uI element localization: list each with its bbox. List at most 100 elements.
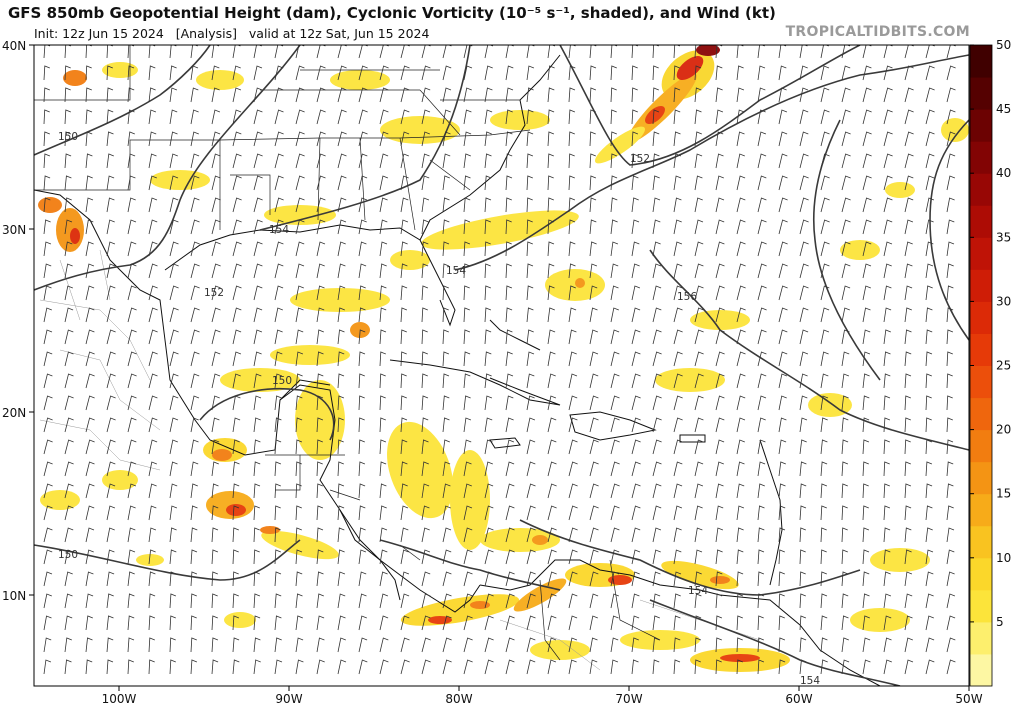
- wind-barb: [589, 241, 597, 257]
- wind-barb: [358, 439, 365, 455]
- colorbar-swatch: [970, 429, 992, 463]
- wind-barb: [463, 571, 473, 587]
- wind-barb: [211, 109, 221, 125]
- wind-barb: [925, 439, 932, 455]
- wind-barb: [946, 571, 955, 587]
- wind-barb: [316, 571, 324, 587]
- wind-barb: [505, 153, 513, 169]
- wind-barb: [190, 87, 199, 103]
- wind-barb: [211, 637, 219, 653]
- wind-barb: [715, 285, 725, 301]
- wind-barb: [757, 153, 767, 169]
- wind-barb: [946, 175, 956, 191]
- wind-barb: [841, 659, 850, 675]
- contour-label: 150: [58, 549, 78, 561]
- wind-barb: [904, 263, 913, 279]
- wind-barb: [442, 417, 450, 433]
- wind-barb: [610, 87, 617, 103]
- wind-barb: [253, 483, 261, 499]
- vort-blob: [102, 470, 138, 490]
- wind-barb: [778, 395, 787, 411]
- wind-barb: [568, 153, 575, 169]
- wind-barb: [43, 637, 52, 653]
- wind-barb: [883, 615, 892, 631]
- wind-barb: [106, 659, 114, 675]
- wind-barb: [295, 263, 305, 279]
- wind-barb: [883, 373, 891, 389]
- wind-barb: [211, 395, 220, 411]
- coastlines: [34, 54, 881, 686]
- wind-barb: [484, 373, 492, 389]
- wind-barb: [904, 483, 912, 499]
- wind-barb: [547, 571, 557, 587]
- wind-barb: [694, 109, 702, 125]
- border-line: [59, 349, 161, 431]
- wind-barb: [169, 87, 178, 103]
- wind-barb: [358, 373, 365, 389]
- wind-barb: [358, 483, 366, 499]
- wind-barb: [484, 351, 492, 367]
- wind-barb: [526, 571, 536, 587]
- wind-barb: [148, 263, 158, 279]
- wind-barb: [757, 527, 765, 543]
- wind-barb: [316, 373, 324, 389]
- wind-barb: [904, 395, 911, 411]
- wind-barb: [883, 461, 890, 477]
- wind-barb: [274, 637, 282, 653]
- wind-barb: [505, 65, 514, 81]
- wind-barb: [148, 241, 158, 257]
- wind-barb: [64, 395, 74, 411]
- wind-barb: [778, 549, 785, 565]
- colorbar-tick-label: 45: [996, 102, 1011, 116]
- lon-label: 50W: [955, 692, 982, 706]
- wind-barb: [610, 109, 617, 125]
- wind-barb: [631, 109, 638, 125]
- wind-barb: [295, 505, 302, 521]
- wind-barb: [673, 241, 683, 257]
- wind-barb: [841, 461, 849, 477]
- wind-barb: [904, 615, 913, 631]
- wind-barb: [883, 241, 893, 257]
- wind-barb: [232, 109, 242, 125]
- wind-barb: [295, 307, 304, 323]
- wind-barb: [379, 197, 388, 213]
- contour-label: 152: [630, 153, 650, 165]
- contour-150-sw: [34, 539, 301, 581]
- wind-barb: [757, 659, 765, 675]
- wind-barb: [127, 637, 135, 653]
- wind-barb: [862, 219, 872, 235]
- wind-barb: [589, 175, 597, 191]
- wind-barb: [148, 131, 157, 147]
- wind-barb: [421, 417, 429, 433]
- wind-barb: [337, 571, 346, 587]
- wind-barb: [274, 307, 283, 323]
- wind-barb: [127, 593, 135, 609]
- wind-barb: [379, 65, 389, 81]
- wind-barb: [820, 131, 830, 147]
- wind-barb: [295, 197, 305, 213]
- wind-barb: [295, 461, 302, 477]
- wind-barb: [106, 329, 116, 345]
- vort-blob: [70, 228, 80, 244]
- vort-blob: [532, 535, 548, 545]
- wind-barb: [358, 307, 366, 323]
- wind-barb: [148, 659, 155, 675]
- wind-barb: [463, 593, 473, 609]
- wind-barb: [43, 87, 50, 103]
- wind-barb: [631, 307, 641, 323]
- wind-barb: [547, 461, 557, 477]
- political-borders: [34, 45, 661, 661]
- wind-barb: [421, 307, 428, 323]
- wind-barb: [610, 241, 619, 257]
- wind-barb: [547, 153, 554, 169]
- wind-barb: [694, 307, 704, 323]
- wind-barb: [85, 153, 93, 169]
- vort-blob: [290, 288, 390, 312]
- wind-barb: [778, 65, 787, 81]
- wind-barb: [862, 395, 870, 411]
- wind-barb: [862, 571, 870, 587]
- wind-barb: [148, 483, 157, 499]
- wind-barb: [64, 461, 74, 477]
- wind-barb: [253, 461, 261, 477]
- wind-barb: [799, 219, 809, 235]
